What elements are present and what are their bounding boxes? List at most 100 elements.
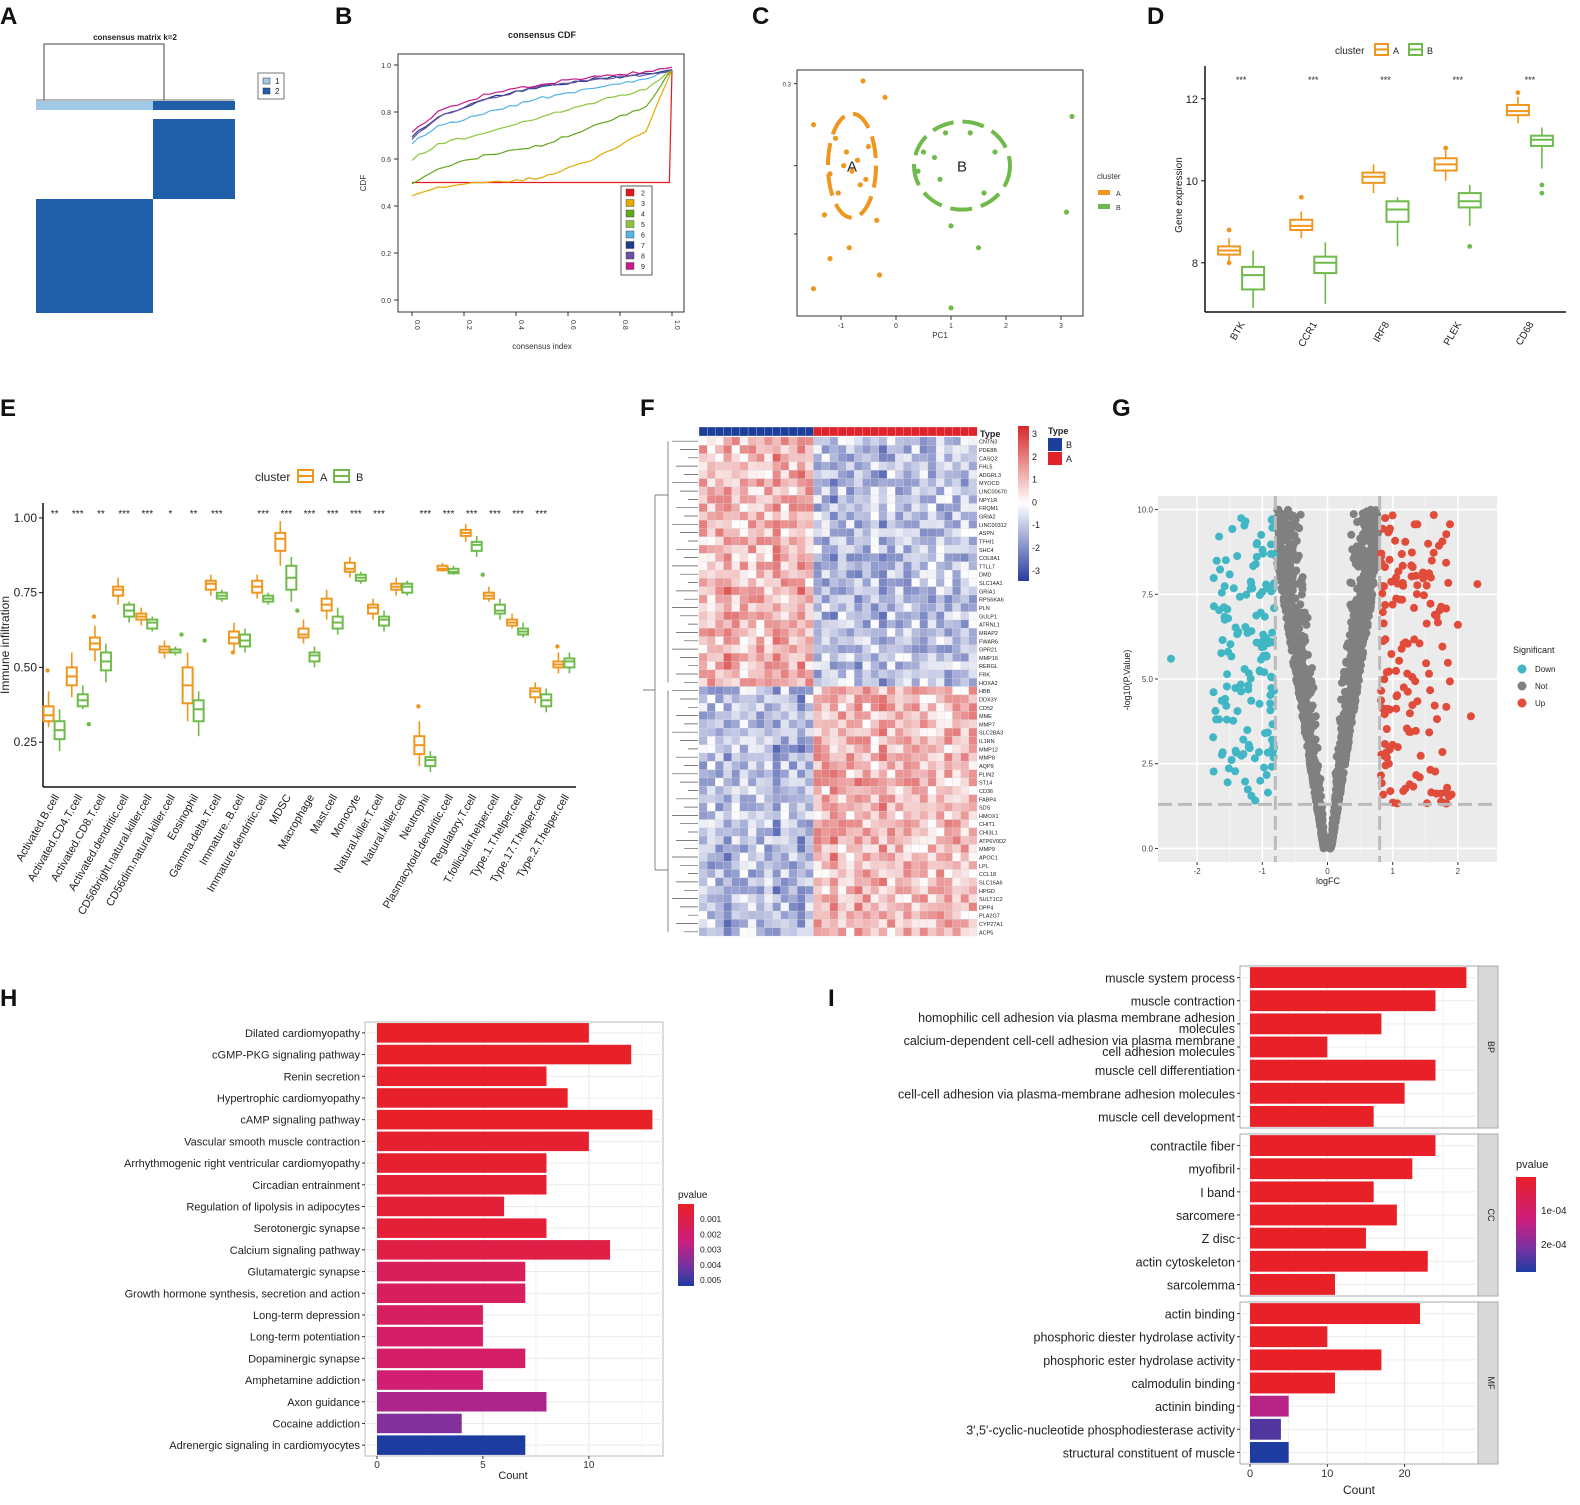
panel-f-cell <box>903 470 912 479</box>
panel-g-point-not <box>1311 769 1320 778</box>
panel-f-cell <box>846 536 855 546</box>
panel-b-ylabel: CDF <box>359 175 368 192</box>
panel-f-cell <box>747 852 757 862</box>
panel-f-cell <box>846 586 855 596</box>
panel-f-cell <box>927 861 937 870</box>
panel-f-cell <box>911 844 920 853</box>
panel-f-cell <box>829 678 839 687</box>
panel-f-cell <box>747 528 757 537</box>
panel-f-cell <box>870 461 880 471</box>
panel-f-cell <box>919 586 929 596</box>
panel-f-cell <box>862 711 871 720</box>
panel-f-cell <box>935 861 945 870</box>
panel-f-cell <box>960 594 969 604</box>
panel-f-cell <box>698 744 708 754</box>
panel-f-cell <box>960 603 969 612</box>
panel-f-cell <box>788 478 798 488</box>
panel-f-cell <box>935 761 945 770</box>
panel-f-cell <box>895 811 904 820</box>
panel-f-cell <box>944 578 953 587</box>
panel-f-cell <box>878 445 888 454</box>
panel-f-cell <box>764 794 773 804</box>
panel-f-cell <box>805 678 814 687</box>
panel-f-cell <box>731 628 741 637</box>
panel-f-cell <box>707 894 716 903</box>
panel-f-cell <box>927 827 937 837</box>
panel-f-cell <box>846 877 855 887</box>
panel-f-gene-label: MMP16 <box>979 656 998 662</box>
panel-f-cell <box>731 894 741 903</box>
panel-f-cell <box>968 819 978 829</box>
panel-c-point-B <box>975 245 982 251</box>
panel-i-bar <box>1250 1036 1328 1058</box>
panel-f-cell <box>919 603 929 612</box>
panel-f-cell <box>829 653 839 662</box>
panel-f-cell <box>772 503 781 512</box>
panel-f-cell <box>788 628 798 637</box>
panel-g-point-not <box>1311 712 1320 721</box>
panel-i-legend-title: pvalue <box>1516 1159 1548 1171</box>
panel-f-cell <box>960 761 969 770</box>
panel-f-cell <box>788 436 798 446</box>
panel-g-point-up <box>1437 602 1446 611</box>
panel-f-cell <box>723 802 732 812</box>
panel-g-point-not <box>1292 675 1301 684</box>
panel-f-cell <box>829 910 839 920</box>
panel-f-cell <box>870 836 880 845</box>
panel-f-cell <box>764 470 773 479</box>
panel-f-cell <box>952 777 961 787</box>
panel-f-cell <box>829 445 839 454</box>
panel-f-cell <box>829 544 839 554</box>
panel-f-cell <box>919 919 929 928</box>
panel-f-cell <box>723 603 732 612</box>
panel-f-cell <box>813 719 822 729</box>
panel-g-point-not <box>1309 683 1318 692</box>
panel-f-cell <box>731 520 741 529</box>
panel-f-cell <box>862 777 871 787</box>
panel-f-cell <box>911 811 920 820</box>
panel-f-gene-label: CNTN3 <box>979 440 997 446</box>
panel-f-cell <box>944 819 953 829</box>
panel-f-cell <box>780 603 790 612</box>
panel-f-cell <box>895 594 904 604</box>
panel-f-cell <box>886 436 896 446</box>
panel-f-cell <box>952 686 961 695</box>
panel-f-cell <box>911 644 920 654</box>
panel-f-cell <box>935 752 945 762</box>
panel-f-cell <box>837 769 847 779</box>
panel-f-cell <box>870 561 880 571</box>
panel-b-series-line-4 <box>411 69 673 185</box>
panel-h-category-label: Hypertrophic cardiomyopathy <box>217 1093 361 1105</box>
panel-f-cell <box>715 910 724 920</box>
panel-f-cell <box>854 686 863 695</box>
panel-f-cell <box>707 619 716 629</box>
panel-f-cell <box>829 752 839 762</box>
panel-f-cell <box>952 869 961 878</box>
panel-f-cell <box>903 711 912 720</box>
panel-f-cell <box>886 786 896 795</box>
panel-i-scale-label: 1e-04 <box>1541 1206 1567 1217</box>
panel-f-cell <box>707 561 716 571</box>
panel-f-cell <box>731 694 741 704</box>
panel-f-cell <box>739 536 749 546</box>
panel-f-cell <box>870 802 880 812</box>
panel-c-point-A <box>827 171 833 177</box>
panel-f-cell <box>764 569 773 579</box>
panel-label-b: B <box>335 3 352 30</box>
panel-f-cell <box>944 503 953 512</box>
panel-b-legend-swatch-2 <box>625 188 635 197</box>
panel-g-point-up <box>1442 558 1451 567</box>
panel-f-cell <box>886 578 896 587</box>
panel-f-cell <box>952 802 961 812</box>
panel-f-cell <box>846 594 855 604</box>
panel-f-cell <box>772 919 781 928</box>
panel-f-cell <box>960 536 969 546</box>
panel-f-cell <box>911 553 920 562</box>
panel-g-point-up <box>1397 550 1406 558</box>
panel-f-cell <box>756 445 765 454</box>
panel-f-cell <box>960 703 969 712</box>
panel-g-point-not <box>1297 631 1306 640</box>
panel-f-cell <box>707 486 716 496</box>
panel-f-cell <box>780 536 790 546</box>
panel-f-cell <box>935 536 945 546</box>
